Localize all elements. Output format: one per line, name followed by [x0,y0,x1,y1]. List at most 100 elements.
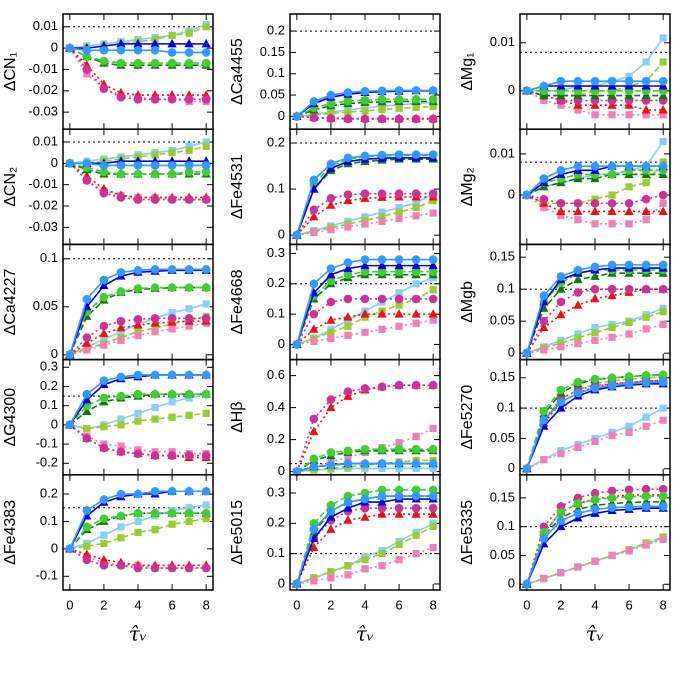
marker [574,106,582,114]
marker [429,464,437,472]
y-axis-label: ΔHβ [229,401,246,432]
marker [539,81,549,91]
marker [309,205,319,215]
marker [378,550,386,558]
panel: 0 0.01 ΔMg₂ [459,128,671,246]
marker [167,161,177,170]
marker [625,183,633,191]
marker [151,328,159,336]
marker [411,260,421,270]
panel-frame [519,474,671,591]
y-tick-label: 0.2 [40,485,58,500]
marker [412,212,420,220]
marker [99,167,109,177]
marker [185,322,193,330]
marker [428,260,438,270]
series-line [69,393,207,426]
x-tick-label: 0 [66,597,73,612]
marker [641,105,651,114]
marker [377,485,387,495]
marker [326,448,336,457]
marker [394,509,404,518]
marker [133,284,143,293]
marker [116,193,126,202]
marker [378,208,386,216]
marker [624,502,634,512]
marker [556,309,566,319]
y-tick-label: -0.2 [36,455,58,470]
marker [378,213,386,221]
marker [412,464,420,472]
marker [133,38,143,48]
marker [378,464,386,472]
y-tick-label: -0.03 [28,219,58,234]
marker [310,577,318,585]
marker [133,449,143,458]
marker [150,58,160,68]
marker [133,161,143,170]
marker [167,389,177,399]
marker [642,216,650,224]
marker [360,512,370,521]
marker [151,324,159,332]
marker [133,195,143,204]
marker [185,504,193,512]
marker [590,284,600,294]
marker [659,111,667,119]
marker [658,206,668,215]
marker [65,420,75,430]
marker [309,533,319,542]
marker [394,260,404,270]
marker [133,489,143,499]
marker [377,95,387,104]
marker [344,562,352,570]
marker [310,337,318,346]
marker [150,389,160,399]
marker [151,151,159,159]
marker [150,95,160,104]
marker [573,265,583,275]
marker [83,346,91,354]
marker [377,382,387,392]
marker [394,459,404,468]
marker [150,486,160,496]
marker [429,102,437,111]
x-tick-label: 2 [557,597,564,612]
marker [428,485,438,495]
marker [377,509,387,518]
marker [116,45,126,55]
marker [658,76,668,86]
marker [573,288,583,297]
marker [412,199,420,207]
marker [411,294,421,304]
y-axis-label: ΔCN₁ [2,52,19,91]
marker [184,563,194,573]
marker [326,269,336,279]
marker [292,112,302,121]
marker [184,265,194,274]
marker [395,540,403,549]
marker [168,398,176,406]
marker [184,167,194,177]
marker [574,330,582,338]
marker [202,300,210,308]
y-tick-label: 0.05 [490,547,515,562]
marker [412,550,420,558]
marker [360,294,370,304]
marker [116,561,126,570]
marker [201,195,211,204]
marker [361,220,369,228]
marker [134,517,142,526]
panel: -0.03 -0.02 -0.01 0 0.01 ΔCN₂ [2,128,214,246]
marker [377,86,387,96]
y-tick-label: 0.01 [33,18,58,33]
marker [641,502,651,511]
x-tick-label: 6 [168,597,175,612]
marker [99,554,109,564]
marker [522,86,532,96]
marker [428,294,438,304]
marker [116,161,126,170]
marker [201,58,211,68]
marker [394,309,404,318]
marker [642,413,650,421]
